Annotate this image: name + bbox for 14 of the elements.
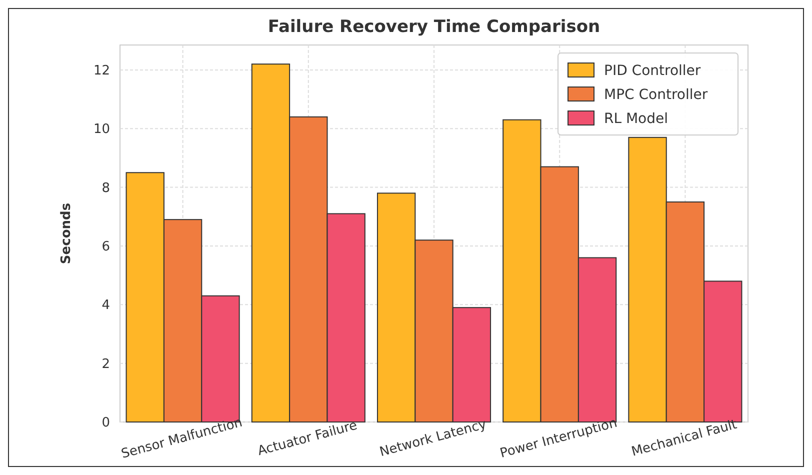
chart-title: Failure Recovery Time Comparison xyxy=(268,17,600,37)
legend-label: PID Controller xyxy=(604,62,701,79)
x-tick-label: Actuator Failure xyxy=(256,418,359,460)
y-tick-label: 6 xyxy=(102,240,110,255)
y-tick-label: 10 xyxy=(93,122,110,138)
y-axis-title: Seconds xyxy=(59,202,74,264)
x-tick-label: Network Latency xyxy=(378,417,488,460)
y-tick-label: 2 xyxy=(102,356,110,372)
y-tick-label: 8 xyxy=(102,180,110,196)
legend-label: RL Model xyxy=(604,110,668,127)
y-tick-label: 4 xyxy=(102,298,110,314)
y-tick-label: 0 xyxy=(102,416,110,431)
y-tick-label: 12 xyxy=(93,63,110,78)
legend-label: MPC Controller xyxy=(604,86,708,103)
